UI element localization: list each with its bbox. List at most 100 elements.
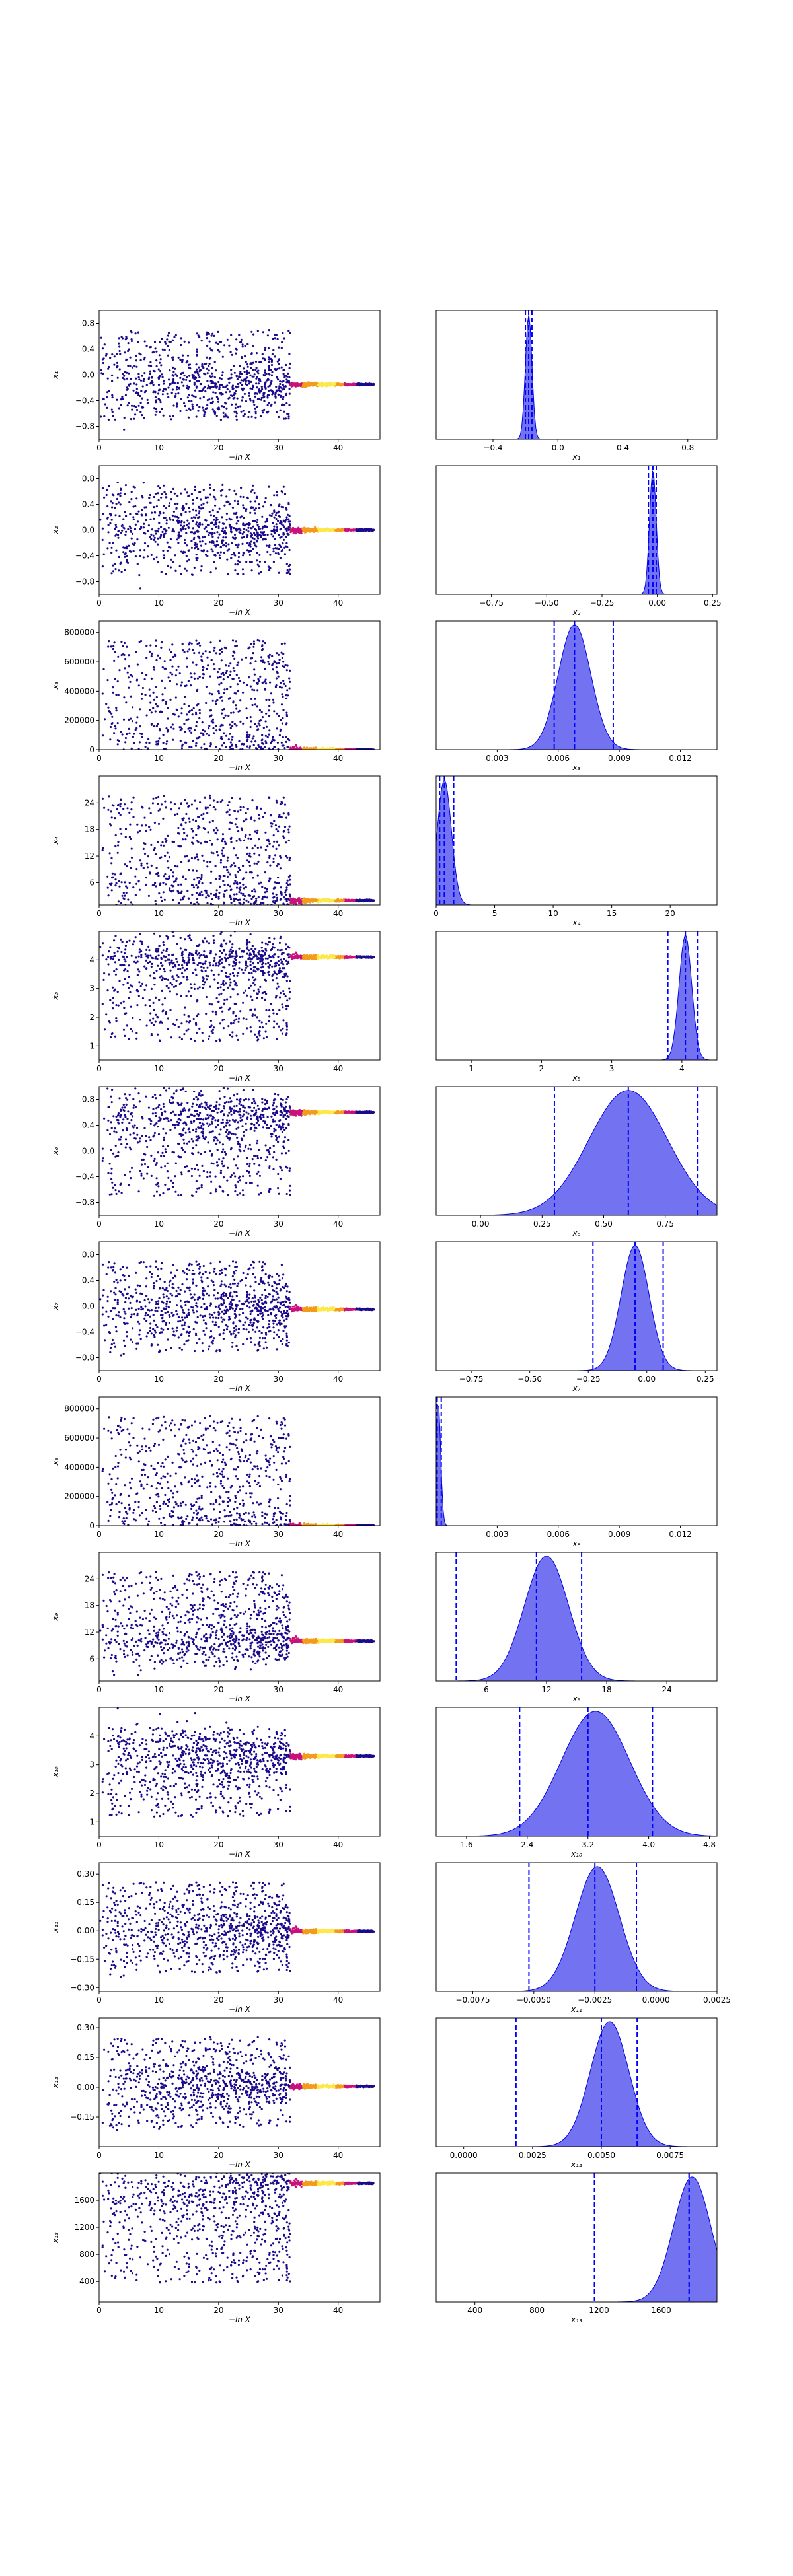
scatter-point [157, 537, 159, 540]
scatter-point [256, 540, 258, 543]
scatter-point [219, 557, 221, 559]
scatter-point [160, 646, 163, 649]
scatter-point [115, 503, 118, 505]
scatter-point [154, 390, 157, 393]
scatter-point [176, 515, 178, 519]
scatter-point [289, 332, 291, 334]
scatter-point [215, 567, 217, 570]
scatter-point [151, 528, 153, 531]
scatter-point [118, 345, 121, 348]
scatter-point [198, 651, 201, 654]
scatter-point [177, 884, 180, 886]
x-tick-label: 20 [213, 443, 223, 452]
scatter-point [126, 645, 128, 648]
scatter-point [170, 498, 172, 501]
scatter-point [166, 338, 169, 341]
scatter-point [162, 734, 165, 736]
scatter-point [171, 643, 174, 646]
scatter-point [278, 659, 281, 661]
scatter-point [223, 732, 225, 734]
scatter-point [280, 536, 283, 538]
scatter-point [155, 703, 157, 705]
scatter-point [102, 361, 104, 365]
scatter-point [154, 900, 157, 902]
scatter-point [214, 700, 217, 703]
scatter-point [280, 643, 283, 645]
scatter-point [188, 643, 190, 646]
scatter-point [116, 743, 119, 746]
scatter-point [200, 873, 203, 877]
scatter-point [237, 870, 240, 873]
scatter-point [125, 701, 128, 704]
scatter-point [328, 529, 331, 532]
scatter-point [167, 378, 170, 381]
scatter-point [235, 886, 239, 889]
scatter-point [108, 766, 110, 768]
scatter-point [150, 677, 153, 680]
scatter-point [199, 397, 202, 400]
scatter-point [172, 727, 175, 730]
scatter-point [202, 396, 205, 399]
scatter-point [254, 747, 258, 750]
scatter-point [253, 762, 255, 764]
scatter-point [234, 563, 237, 566]
scatter-point [147, 364, 150, 367]
scatter-point [289, 680, 291, 683]
scatter-point [166, 905, 168, 907]
scatter-point [183, 375, 186, 377]
scatter-point [241, 658, 243, 661]
scatter-point [213, 382, 217, 385]
scatter-point [142, 847, 145, 850]
scatter-point [197, 903, 200, 905]
scatter-point [205, 701, 208, 705]
scatter-point [138, 741, 141, 744]
scatter-point [245, 528, 248, 532]
scatter-point [119, 828, 122, 830]
scatter-point [107, 531, 110, 534]
scatter-point [200, 842, 202, 845]
scatter-point [266, 845, 269, 848]
scatter-point [193, 566, 196, 569]
scatter-point [309, 750, 311, 752]
scatter-point [237, 385, 240, 388]
scatter-point [187, 400, 190, 402]
scatter-point [133, 542, 136, 545]
scatter-point [209, 357, 212, 359]
scatter-point [126, 671, 129, 674]
scatter-point [165, 702, 167, 705]
scatter-point [212, 489, 215, 491]
scatter-point [188, 380, 191, 382]
scatter-point [111, 411, 114, 413]
scatter-point [116, 481, 119, 484]
scatter-point [150, 864, 153, 867]
scatter-point [112, 415, 114, 417]
scatter-point [249, 725, 252, 729]
scatter-point [263, 746, 266, 748]
scatter-point [174, 653, 176, 656]
kde-area [436, 470, 717, 594]
scatter-point [233, 499, 236, 503]
scatter-point [118, 569, 120, 572]
scatter-point [167, 717, 169, 720]
scatter-point [164, 873, 167, 876]
scatter-point [274, 395, 277, 398]
scatter-point [211, 898, 214, 900]
scatter-point [283, 682, 285, 685]
scatter-point [219, 725, 222, 728]
scatter-point [321, 381, 323, 384]
scatter-point [102, 357, 105, 360]
scatter-point [250, 720, 252, 723]
scatter-point [264, 668, 266, 671]
scatter-point [117, 534, 120, 536]
y-tick-label: 800000 [64, 628, 94, 637]
scatter-point [172, 530, 175, 533]
scatter-point [176, 495, 179, 497]
scatter-point [285, 886, 288, 889]
scatter-point [251, 688, 254, 691]
scatter-point [285, 694, 287, 697]
scatter-point [271, 748, 274, 750]
scatter-point [219, 551, 222, 554]
scatter-point [291, 530, 293, 533]
scatter-point [358, 748, 360, 750]
scatter-point [285, 381, 288, 384]
